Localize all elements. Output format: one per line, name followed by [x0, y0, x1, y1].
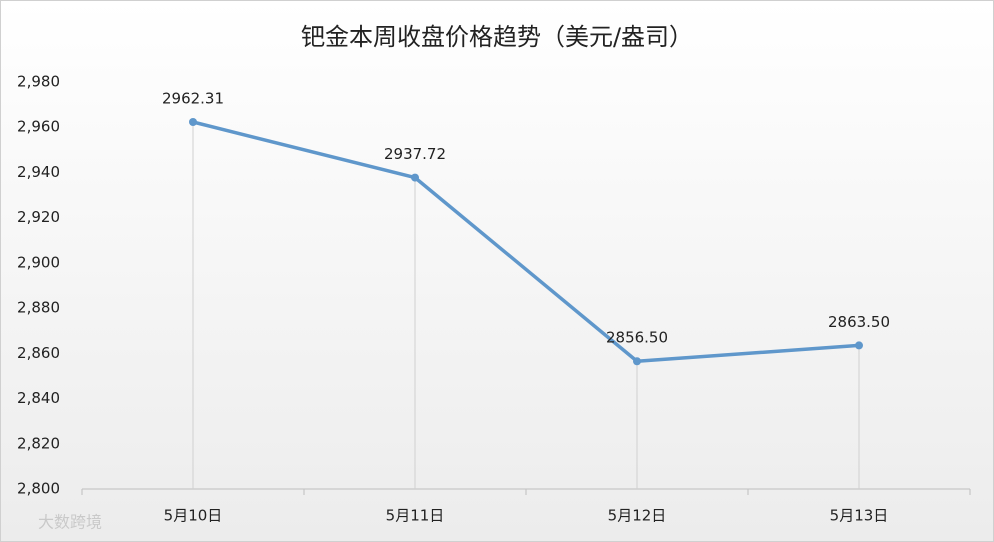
y-tick-label: 2,900 — [17, 253, 60, 271]
y-tick-label: 2,880 — [17, 299, 60, 317]
y-tick-label: 2,800 — [17, 480, 60, 498]
point — [189, 117, 197, 126]
point — [411, 173, 419, 182]
y-tick-label: 2,820 — [17, 434, 60, 452]
y-tick-label: 2,960 — [17, 118, 60, 136]
y-tick-label: 2,980 — [17, 73, 60, 91]
y-tick-label: 2,920 — [17, 208, 60, 226]
data-label: 2962.31 — [162, 89, 224, 107]
data-label: 2856.50 — [606, 329, 668, 347]
point — [855, 341, 863, 350]
chart-title: 钯金本周收盘价格趋势（美元/盎司） — [301, 23, 693, 51]
x-tick-label: 5月11日 — [386, 507, 445, 525]
watermark: 大数跨境 — [38, 513, 102, 532]
x-tick-label: 5月12日 — [608, 507, 667, 525]
point — [633, 357, 641, 366]
series-line — [192, 120, 860, 363]
data-label: 2937.72 — [384, 145, 446, 163]
y-tick-label: 2,860 — [17, 344, 60, 362]
x-tick-label: 5月13日 — [830, 507, 889, 525]
data-label: 2863.50 — [828, 313, 890, 331]
x-tick-label: 5月10日 — [164, 507, 223, 525]
y-tick-label: 2,840 — [17, 389, 60, 407]
y-tick-label: 2,940 — [17, 163, 60, 181]
